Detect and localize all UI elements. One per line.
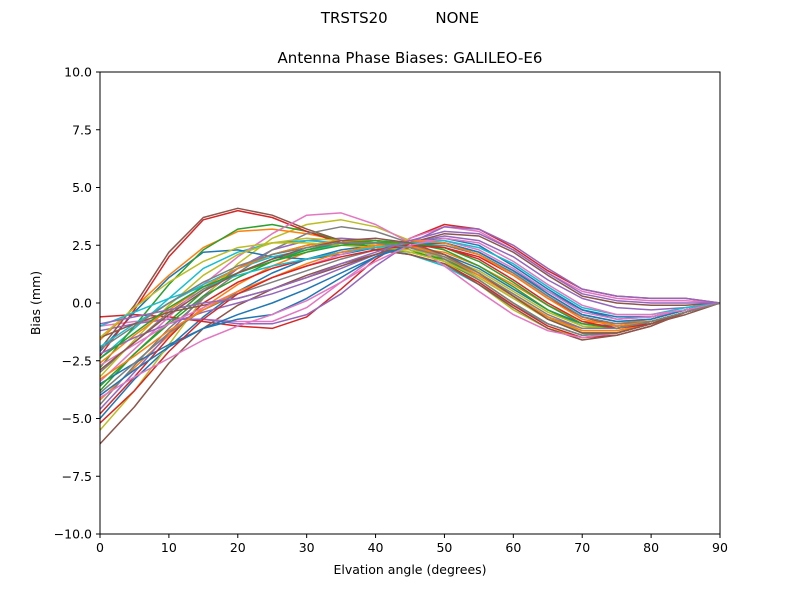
x-axis-label: Elvation angle (degrees) xyxy=(333,562,486,577)
series-lines xyxy=(99,207,721,445)
y-tick-label: −2.5 xyxy=(62,353,92,368)
series-line-35 xyxy=(99,230,720,325)
x-tick-label: 40 xyxy=(368,540,384,555)
series-line-38 xyxy=(99,242,721,350)
series-line-6 xyxy=(99,244,721,445)
x-tick-label: 20 xyxy=(230,540,246,555)
series-line-32 xyxy=(99,239,721,380)
chart-title: Antenna Phase Biases: GALILEO-E6 xyxy=(277,49,543,67)
y-axis-label: Bias (mm) xyxy=(28,271,43,335)
y-tick-label: 10.0 xyxy=(64,65,92,80)
x-axis-ticks: 0 10 20 30 40 50 60 70 80 90 xyxy=(96,534,728,555)
x-tick-label: 60 xyxy=(505,540,521,555)
series-line-37 xyxy=(99,237,721,399)
y-tick-label: 5.0 xyxy=(72,180,92,195)
y-tick-label: −7.5 xyxy=(62,469,92,484)
y-tick-label: 7.5 xyxy=(72,122,92,137)
x-tick-label: 80 xyxy=(643,540,659,555)
y-tick-label: −5.0 xyxy=(62,411,92,426)
x-tick-label: 10 xyxy=(161,540,177,555)
series-line-16 xyxy=(99,207,721,350)
x-tick-label: 30 xyxy=(299,540,315,555)
y-axis-ticks: −10.0 −7.5 −5.0 −2.5 0.0 2.5 5.0 7.5 10.0 xyxy=(54,65,100,542)
x-tick-label: 90 xyxy=(712,540,728,555)
y-tick-label: 2.5 xyxy=(72,238,92,253)
y-tick-label: −10.0 xyxy=(54,527,92,542)
y-tick-label: 0.0 xyxy=(72,296,92,311)
x-tick-label: 70 xyxy=(574,540,590,555)
series-line-36 xyxy=(99,237,721,371)
x-tick-label: 0 xyxy=(96,540,104,555)
figure-suptitle: TRSTS20 NONE xyxy=(320,9,480,27)
x-tick-label: 50 xyxy=(436,540,452,555)
